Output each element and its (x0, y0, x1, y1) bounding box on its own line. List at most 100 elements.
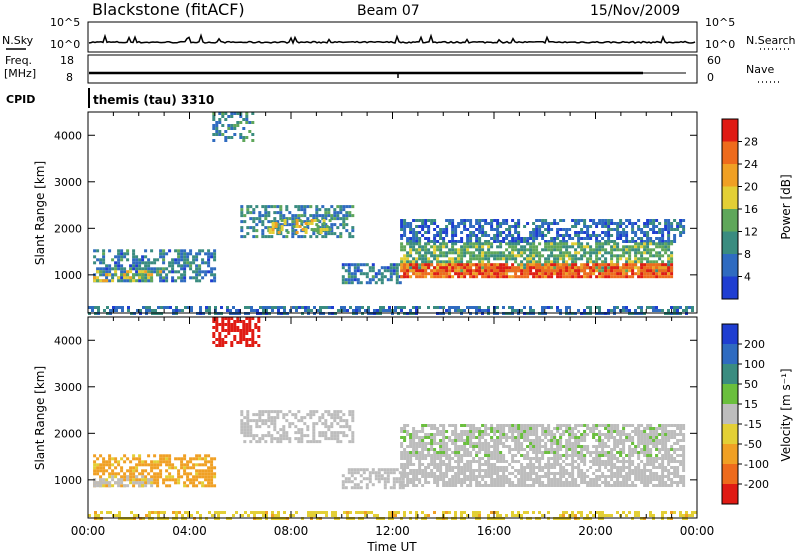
velocity-cell-5 (604, 460, 608, 463)
power-cell-3 (291, 217, 295, 221)
power-cell-7 (610, 251, 614, 255)
power-cell-9 (229, 309, 232, 312)
velocity-cell-5 (664, 442, 668, 445)
velocity-cell-5 (475, 460, 479, 463)
velocity-cell-5 (403, 451, 407, 454)
power-cell-8 (439, 263, 443, 267)
power-cell-7 (553, 242, 557, 246)
power-cell-3 (240, 226, 244, 230)
velocity-cell-5 (559, 481, 563, 484)
power-cell-7 (436, 245, 440, 249)
power-cell-3 (285, 229, 289, 233)
velocity-cell-0 (159, 463, 163, 467)
power-cell-6 (559, 219, 563, 222)
velocity-cell-5 (616, 469, 620, 472)
power-cell-5 (377, 278, 381, 282)
velocity-cell-5 (529, 478, 533, 481)
power-cell-3 (255, 235, 259, 239)
velocity-cell-5 (622, 430, 626, 433)
power-cell-8 (646, 266, 650, 270)
power-cell-8 (451, 266, 455, 270)
velocity-cell-5 (652, 442, 656, 445)
power-cell-6 (502, 231, 506, 234)
power-cell-4 (304, 222, 308, 225)
power-cell-0 (147, 264, 151, 268)
power-cell-6 (439, 228, 443, 231)
power-cell-6 (679, 231, 683, 234)
power-cell-7 (424, 248, 428, 252)
power-cell-8 (445, 272, 449, 276)
velocity-cell-5 (538, 439, 542, 442)
velocity-cell-3 (249, 428, 253, 432)
power-cell-3 (276, 211, 280, 215)
power-cell-7 (652, 260, 656, 264)
power-cell-7 (619, 248, 623, 252)
power-cell-8 (469, 266, 473, 270)
velocity-cell-5 (574, 433, 578, 436)
velocity-cell-5 (523, 433, 527, 436)
power-cell-5 (359, 269, 363, 273)
velocity-cell-0 (150, 460, 154, 464)
power-cell-0 (183, 264, 187, 268)
velocity-cell-3 (342, 419, 346, 423)
power-cell-9 (148, 309, 151, 312)
power-cell-6 (568, 234, 572, 237)
velocity-cell-0 (147, 472, 151, 476)
velocity-cell-2 (242, 332, 246, 335)
power-cell-3 (252, 229, 256, 233)
power-cell-0 (162, 258, 166, 262)
velocity-cell-2 (236, 320, 240, 323)
power-cell-8 (619, 275, 623, 279)
velocity-cell-5 (667, 436, 671, 439)
power-cell-7 (586, 251, 590, 255)
power-cell-0 (165, 273, 169, 277)
power-cell-0 (93, 249, 97, 253)
power-cell-9 (568, 306, 571, 309)
power-cell-9 (625, 309, 628, 312)
velocity-cell-5 (607, 484, 611, 487)
velocity-cell-5 (409, 454, 413, 457)
power-cell-1 (135, 279, 139, 283)
power-cell-0 (177, 276, 181, 280)
power-cell-9 (346, 309, 349, 312)
power-cell-9 (331, 306, 334, 309)
power-cell-9 (94, 306, 97, 309)
power-cell-6 (454, 240, 458, 243)
power-cell-7 (481, 266, 485, 270)
power-cell-7 (571, 254, 575, 258)
power-cell-6 (559, 234, 563, 237)
power-cell-7 (598, 269, 602, 273)
power-cell-3 (306, 217, 310, 221)
power-cell-8 (517, 266, 521, 270)
velocity-cell-5 (583, 472, 587, 475)
velocity-cell-5 (649, 475, 653, 478)
power-cell-0 (129, 264, 133, 268)
velocity-cell-5 (646, 448, 650, 451)
power-cell-6 (607, 228, 611, 231)
velocity-cell-5 (664, 481, 668, 484)
power-cell-8 (406, 275, 410, 279)
power-cell-7 (595, 254, 599, 258)
velocity-cell-1 (96, 484, 100, 488)
power-cell-3 (288, 217, 292, 221)
power-cell-4 (274, 222, 278, 225)
velocity-cell-0 (105, 478, 109, 482)
velocity-cell-0 (201, 484, 205, 488)
velocity-cell-3 (282, 434, 286, 438)
velocity-cell-5 (622, 433, 626, 436)
power-cell-7 (475, 248, 479, 252)
velocity-cell-5 (679, 454, 683, 457)
power-cell-7 (586, 245, 590, 249)
velocity-cell-5 (676, 442, 680, 445)
power-cell-8 (565, 263, 569, 267)
velocity-cell-6 (523, 430, 527, 433)
power-cell-7 (649, 260, 653, 264)
power-cell-6 (628, 240, 632, 243)
velocity-cell-5 (505, 478, 509, 481)
power-cell-6 (529, 231, 533, 234)
velocity-cell-5 (487, 445, 491, 448)
power-cell-7 (484, 254, 488, 258)
velocity-cell-5 (673, 481, 677, 484)
power-cell-8 (613, 269, 617, 273)
power-cell-6 (547, 225, 551, 228)
